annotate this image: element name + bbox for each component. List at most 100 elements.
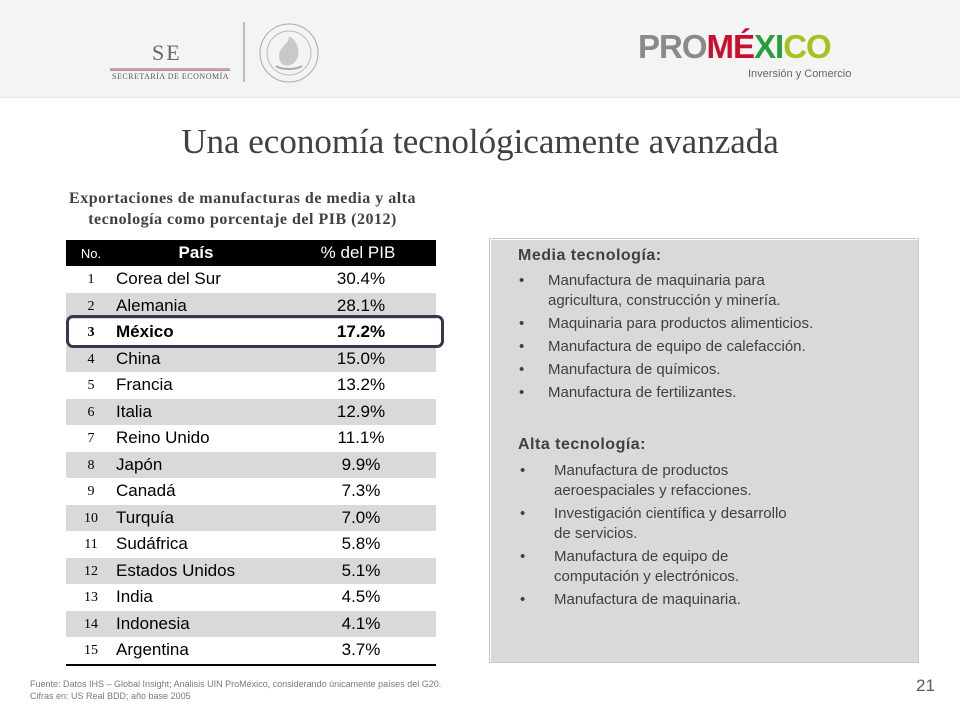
list-item: • Manufactura de equipo de computación y e… — [520, 547, 900, 587]
row-no: 5 — [87, 378, 95, 393]
table-row: 11 Sudáfrica 5.8% — [66, 531, 436, 558]
table-bottom-rule — [66, 663, 436, 666]
promexico-wordmark: PROMÉXICO — [638, 28, 832, 65]
se-divider-line-2 — [110, 70, 230, 71]
row-country: Turquía — [116, 507, 174, 527]
table-row: 15 Argentina 3.7% — [66, 637, 436, 664]
promexico-logo: PROMÉXICO Inversión y Comercio — [638, 30, 858, 82]
row-country: China — [116, 348, 161, 368]
table-row: 14 Indonesia 4.1% — [66, 610, 436, 637]
header-no: No. — [80, 246, 102, 261]
list-item-line: agricultura, construcción y minería. — [548, 292, 781, 309]
row-pct: 30.4% — [336, 269, 386, 288]
list-item-line: Investigación científica y desarrollo — [554, 505, 787, 522]
row-no: 13 — [84, 590, 98, 605]
page-number: 21 — [916, 676, 935, 695]
table-body: 1 Corea del Sur 30.4% 2 Alemania 28.1% 3 México… — [66, 266, 436, 664]
row-country: Reino Unido — [116, 428, 210, 447]
row-no: 14 — [84, 616, 98, 632]
table-row: 4 China 15.0% — [66, 345, 436, 372]
list-item: • Manufactura de fertilizantes. — [519, 383, 899, 403]
promexico-tagline: Inversión y Comercio — [748, 68, 852, 80]
list-item-line: Manufactura de equipo de — [554, 548, 729, 565]
row-pct: 5.8% — [341, 534, 381, 553]
row-pct: 7.0% — [341, 507, 381, 527]
row-pct: 28.1% — [336, 295, 386, 315]
footer-source: Fuente: Datos IHS – Global Insight; Anál… — [30, 678, 441, 702]
row-pct: 13.2% — [336, 375, 386, 394]
table-row: 10 Turquía 7.0% — [66, 504, 436, 531]
row-pct: 3.7% — [341, 640, 381, 659]
row-country: Argentina — [116, 640, 189, 659]
alta-heading: Alta tecnología: — [518, 436, 647, 453]
header-pct: % del PIB — [320, 243, 396, 262]
row-no: 10 — [84, 510, 98, 526]
bullet-icon: • — [520, 548, 526, 565]
logo-divider — [243, 22, 245, 82]
row-pct: 4.1% — [341, 613, 381, 633]
row-no: 4 — [87, 351, 95, 367]
bullet-icon: • — [520, 591, 526, 608]
se-divider-line — [110, 68, 230, 70]
se-logo: SE SECRETARÍA DE ECONOMÍA — [110, 40, 230, 82]
row-country: Canadá — [116, 481, 176, 500]
bullet-icon: • — [520, 505, 526, 522]
row-country: Japón — [116, 454, 163, 474]
table-row: 6 Italia 12.9% — [66, 398, 436, 425]
table-caption-line-2: tecnología como porcentaje del PIB (2012… — [88, 211, 397, 228]
row-no: 9 — [87, 484, 95, 499]
row-no: 1 — [87, 272, 95, 287]
technology-panel: Media tecnología: • Manufactura de maquin… — [489, 238, 919, 663]
row-no: 11 — [84, 537, 98, 552]
row-no: 7 — [87, 431, 95, 446]
list-item: • Maquinaria para productos alimenticios. — [519, 314, 899, 334]
header-band: SE SECRETARÍA DE ECONOMÍA PROMÉXICO Inve… — [0, 0, 960, 98]
row-country: Francia — [116, 375, 173, 394]
row-pct: 11.1% — [337, 428, 385, 447]
row-no: 15 — [84, 643, 98, 658]
row-country: Estados Unidos — [116, 560, 236, 580]
list-item-line: de servicios. — [554, 525, 638, 542]
table-caption: Exportaciones de manufacturas de media y… — [30, 188, 455, 230]
row-pct: 12.9% — [336, 401, 386, 421]
list-item-line: Manufactura de maquinaria. — [554, 591, 741, 608]
media-heading: Media tecnología: — [518, 247, 662, 264]
table-row: 3 México 17.2% — [66, 319, 436, 346]
list-item: • Investigación científica y desarrollo de… — [520, 504, 900, 544]
list-item: • Manufactura de maquinaria para agricultu… — [519, 271, 899, 311]
list-item-line: computación y electrónicos. — [554, 568, 740, 585]
table-row: 1 Corea del Sur 30.4% — [66, 266, 436, 293]
table-row: 7 Reino Unido 11.1% — [66, 425, 436, 452]
bullet-icon: • — [519, 338, 525, 355]
bullet-icon: • — [519, 272, 525, 289]
row-pct: 15.0% — [336, 348, 386, 368]
bullet-icon: • — [519, 315, 525, 332]
list-item-line: Manufactura de maquinaria para — [548, 272, 765, 289]
table-header: No. País % del PIB — [66, 240, 436, 266]
header-country: País — [178, 243, 214, 262]
slide-title: Una economía tecnológicamente avanzada — [181, 122, 779, 161]
list-item: • Manufactura de químicos. — [519, 360, 899, 380]
mexico-highlight-box — [66, 315, 444, 348]
list-item-line: Manufactura de productos — [554, 462, 729, 479]
list-item-line: Manufactura de fertilizantes. — [548, 384, 737, 401]
row-pct: 9.9% — [341, 454, 381, 474]
list-item-line: Maquinaria para productos alimenticios. — [548, 315, 814, 332]
bullet-icon: • — [519, 361, 525, 378]
row-country: India — [116, 587, 153, 606]
row-country: Sudáfrica — [116, 534, 188, 553]
list-item-line: Manufactura de químicos. — [548, 361, 721, 378]
ranking-table: No. País % del PIB 1 Corea del Sur 30.4% 2 A… — [66, 240, 436, 666]
source-line-1: Fuente: Datos IHS – Global Insight; Anál… — [30, 679, 442, 689]
list-item: • Manufactura de productos aeroespaciales … — [520, 461, 900, 501]
source-line-2: Cifras en: US Real BDD; año base 2005 — [30, 691, 191, 701]
row-no: 12 — [84, 563, 98, 579]
row-country: Alemania — [116, 295, 187, 315]
table-row: 5 Francia 13.2% — [66, 372, 436, 399]
list-item: • Manufactura de equipo de calefacción. — [519, 337, 899, 357]
table-row: 13 India 4.5% — [66, 584, 436, 611]
table-caption-line-1: Exportaciones de manufacturas de media y… — [69, 190, 416, 207]
row-pct: 5.1% — [341, 560, 381, 580]
bullet-icon: • — [520, 462, 526, 479]
list-item-line: Manufactura de equipo de calefacción. — [548, 338, 806, 355]
